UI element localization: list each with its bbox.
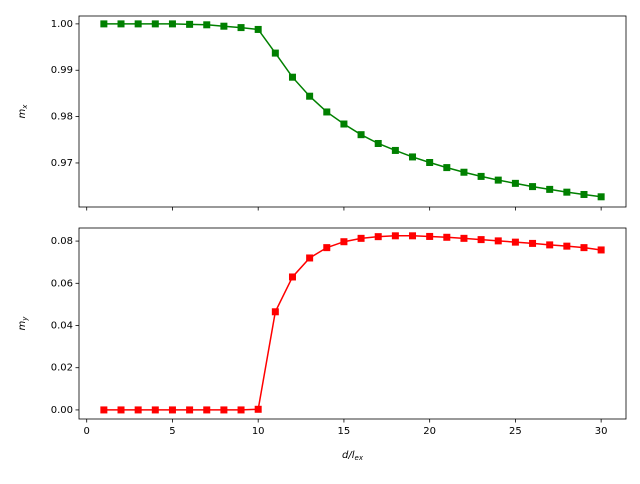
marker: [117, 20, 125, 28]
marker: [443, 164, 451, 172]
marker: [477, 172, 485, 180]
marker: [580, 244, 588, 252]
x-tick-label: 0: [84, 426, 90, 437]
marker: [220, 406, 228, 414]
marker: [374, 139, 382, 147]
marker: [374, 233, 382, 241]
marker: [117, 406, 125, 414]
marker: [151, 406, 159, 414]
y-tick-label: 0.06: [51, 278, 73, 289]
marker: [409, 153, 417, 161]
marker: [306, 92, 314, 100]
marker: [580, 190, 588, 198]
axis-label: my: [17, 316, 29, 331]
marker: [271, 49, 279, 57]
y-tick-label: 0.97: [51, 158, 73, 169]
y-tick-label: 1.00: [51, 19, 73, 30]
x-tick-label: 5: [169, 426, 175, 437]
marker: [168, 20, 176, 28]
marker: [546, 241, 554, 249]
y-tick-label: 0.98: [51, 112, 73, 123]
marker: [563, 188, 571, 196]
axis-label: d/lex: [342, 450, 364, 462]
marker: [511, 179, 519, 187]
marker: [100, 20, 108, 28]
y-tick-label: 0.00: [51, 405, 73, 416]
y-tick-label: 0.02: [51, 363, 73, 374]
marker: [357, 131, 365, 139]
y-tick-label: 0.04: [51, 321, 73, 332]
marker: [186, 406, 194, 414]
x-tick-label: 30: [595, 426, 608, 437]
marker: [168, 406, 176, 414]
x-tick-label: 10: [252, 426, 265, 437]
label-sub: x: [21, 104, 29, 110]
marker: [151, 20, 159, 28]
marker: [237, 24, 245, 32]
marker: [409, 232, 417, 240]
marker: [203, 21, 211, 29]
marker: [597, 193, 605, 201]
x-tick-label: 20: [423, 426, 436, 437]
marker: [391, 232, 399, 240]
label-main: m: [17, 108, 28, 118]
data-line: [103, 235, 602, 411]
marker: [529, 239, 537, 247]
marker: [186, 20, 194, 28]
label-main: d/l: [342, 450, 355, 461]
marker: [254, 25, 262, 33]
y-tick-label: 0.08: [51, 236, 73, 247]
marker: [494, 176, 502, 184]
marker: [477, 236, 485, 244]
marker: [237, 406, 245, 414]
marker: [460, 168, 468, 176]
axes-frame: [78, 15, 627, 208]
x-tick-label: 15: [338, 426, 351, 437]
marker: [511, 238, 519, 246]
axis-label: mx: [17, 104, 29, 119]
data-line: [103, 23, 602, 198]
marker: [426, 232, 434, 240]
marker: [460, 234, 468, 242]
marker: [426, 158, 434, 166]
marker: [323, 244, 331, 252]
x-tick-label: 25: [509, 426, 522, 437]
marker: [391, 146, 399, 154]
label-sub: y: [21, 316, 29, 322]
marker: [340, 238, 348, 246]
marker: [597, 246, 605, 254]
marker: [443, 233, 451, 241]
y-tick-label: 0.99: [51, 65, 73, 76]
marker: [288, 273, 296, 281]
marker: [134, 20, 142, 28]
marker: [203, 406, 211, 414]
marker: [100, 406, 108, 414]
marker: [254, 405, 262, 413]
marker: [529, 183, 537, 191]
marker: [271, 308, 279, 316]
marker: [323, 108, 331, 116]
marker: [134, 406, 142, 414]
label-main: m: [17, 320, 28, 330]
marker: [340, 120, 348, 128]
axes-frame: [78, 227, 627, 420]
marker: [494, 237, 502, 245]
marker: [563, 242, 571, 250]
marker: [220, 22, 228, 30]
marker: [288, 73, 296, 81]
label-sub: ex: [355, 454, 364, 462]
marker: [546, 185, 554, 193]
marker: [306, 254, 314, 262]
marker: [357, 234, 365, 242]
